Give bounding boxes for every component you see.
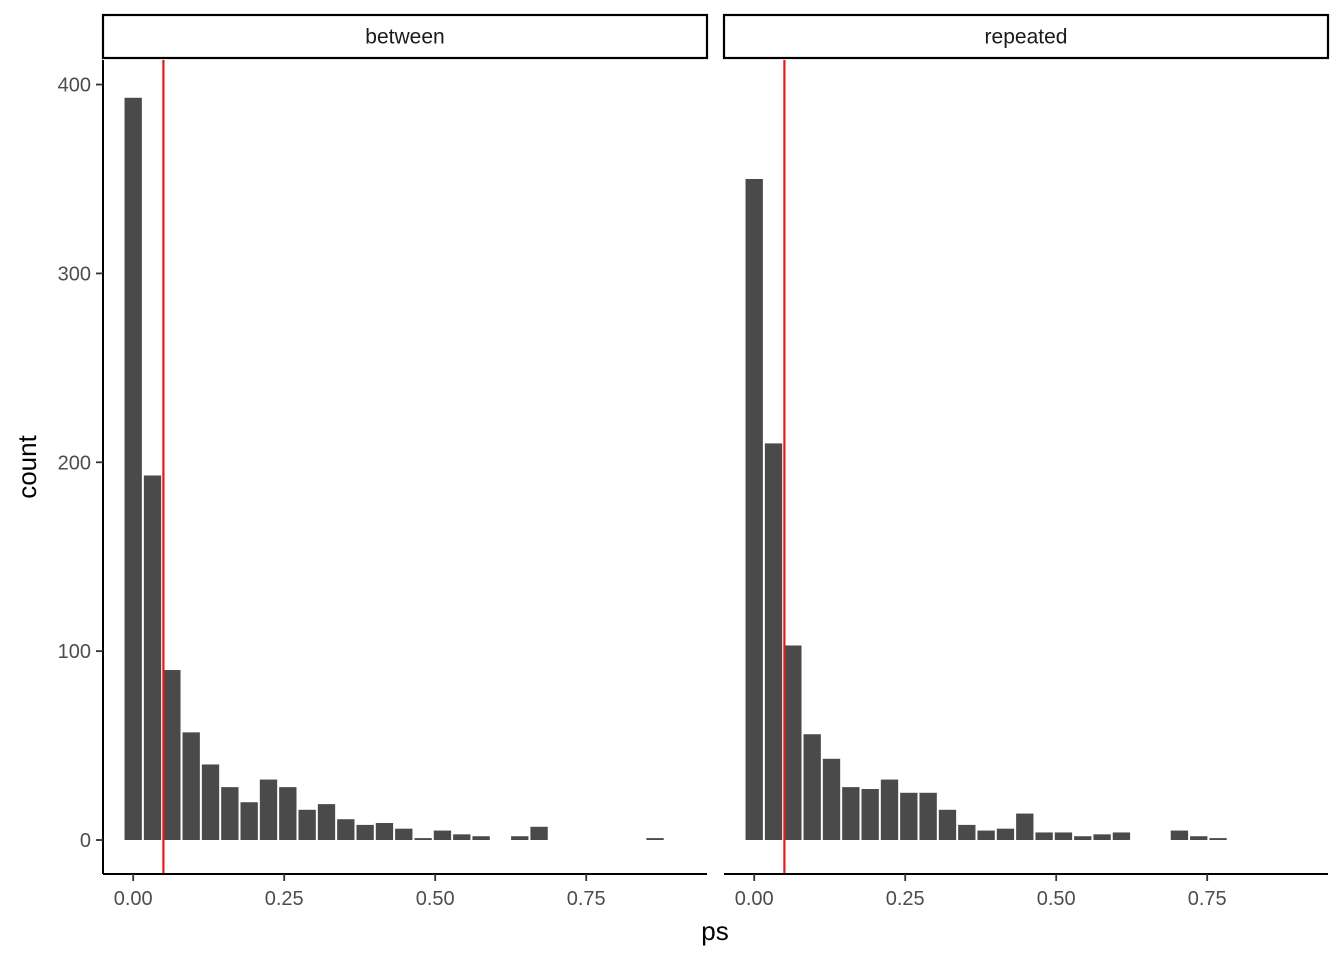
- histogram-bar: [279, 787, 297, 841]
- histogram-bar: [996, 828, 1015, 841]
- y-tick-label: 200: [58, 452, 91, 474]
- x-tick-label: 0.25: [886, 888, 925, 910]
- histogram-bar: [530, 826, 548, 841]
- histogram-bar: [1112, 832, 1131, 841]
- histogram-bar: [919, 792, 937, 841]
- histogram-bar: [1209, 838, 1227, 841]
- histogram-bar: [356, 824, 374, 841]
- histogram-bar: [433, 830, 452, 841]
- y-tick-label: 400: [58, 75, 91, 97]
- histogram-bar: [1190, 836, 1208, 841]
- y-tick-label: 300: [58, 263, 91, 285]
- histogram-bar: [977, 830, 995, 841]
- x-tick-label: 0.50: [416, 888, 455, 910]
- facet-strip-label: repeated: [985, 26, 1068, 49]
- histogram-bar: [511, 836, 529, 841]
- histogram-bar: [900, 792, 918, 841]
- panel-repeated: repeated 0.00 0.25 0.50 0.75: [722, 13, 1330, 910]
- histogram-bar: [124, 97, 142, 841]
- histogram-bar: [764, 443, 783, 841]
- x-tick-label: 0.50: [1037, 888, 1076, 910]
- histogram-bar: [472, 836, 490, 841]
- histogram-bar: [745, 178, 763, 841]
- histogram-bar: [221, 787, 239, 841]
- histogram-bar: [880, 779, 899, 841]
- histogram-bar: [143, 475, 162, 841]
- histogram-bar: [453, 834, 471, 841]
- panels-layer: between 0.00 0.25 0.50 0.75 repeated 0.00 0.25 0…: [101, 13, 1330, 910]
- histogram-bar: [1074, 836, 1092, 841]
- histogram-bar: [1093, 834, 1111, 841]
- histogram-bar: [822, 758, 841, 841]
- histogram-bar: [646, 838, 664, 841]
- histogram-bar: [938, 809, 957, 841]
- histogram-bar: [317, 804, 336, 841]
- x-tick-label: 0.00: [114, 888, 153, 910]
- y-axis: 0 100 200 300 400: [58, 60, 104, 874]
- y-tick-label: 100: [58, 641, 91, 663]
- histogram-bar: [298, 809, 316, 841]
- histogram-bar: [861, 789, 879, 841]
- facet-strip: [101, 13, 709, 60]
- histogram-bar: [1054, 832, 1073, 841]
- x-tick-label: 0.75: [1188, 888, 1227, 910]
- histogram-bar: [1016, 813, 1034, 841]
- x-tick-label: 0.75: [567, 888, 606, 910]
- x-tick-label: 0.25: [265, 888, 304, 910]
- histogram-bar: [375, 823, 394, 841]
- x-tick-label: 0.00: [735, 888, 774, 910]
- histogram-bar: [337, 819, 355, 841]
- x-axis-title: ps: [701, 916, 728, 946]
- histogram-bar: [259, 779, 278, 841]
- facet-strip: [722, 13, 1330, 60]
- histogram-bar: [201, 764, 220, 841]
- histogram-bar: [1170, 830, 1189, 841]
- histogram-bar: [163, 670, 181, 841]
- histogram-bar: [414, 838, 432, 841]
- histogram-bar: [958, 824, 976, 841]
- histogram-bar: [1035, 832, 1053, 841]
- histogram-bar: [784, 645, 802, 841]
- histogram-bar: [182, 732, 200, 841]
- histogram-bar: [240, 802, 258, 841]
- histogram-bar: [842, 787, 860, 841]
- panel-between: between 0.00 0.25 0.50 0.75: [101, 13, 709, 910]
- histogram-bar: [803, 734, 821, 841]
- facet-strip-label: between: [365, 26, 444, 49]
- histogram-bar: [395, 828, 413, 841]
- y-axis-title: count: [12, 434, 42, 498]
- y-tick-label: 0: [80, 830, 91, 852]
